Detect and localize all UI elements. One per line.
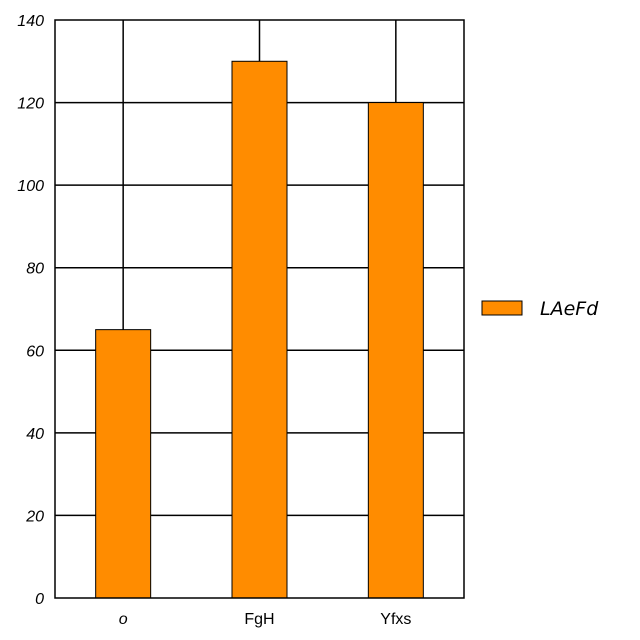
x-tick-label: o: [119, 611, 128, 628]
bar-FgH: [231, 60, 288, 599]
y-tick-label: 100: [17, 178, 44, 195]
bar-Yfxs: [367, 102, 424, 599]
y-axis-tick-labels: 0 20 40 60 80 100 120 140: [17, 13, 44, 608]
y-tick-label: 80: [26, 261, 44, 278]
y-tick-label: 20: [25, 508, 44, 525]
y-tick-label: 40: [26, 426, 44, 443]
x-tick-label: FgH: [244, 611, 274, 628]
y-tick-label: 140: [17, 13, 44, 30]
y-tick-label: 0: [35, 591, 44, 608]
bar-o: [95, 329, 152, 599]
x-axis-tick-labels: o FgH Yfxs: [119, 611, 412, 628]
y-tick-label: 60: [26, 343, 44, 360]
legend: LAeFd: [481, 298, 599, 320]
legend-label: LAeFd: [540, 298, 599, 320]
legend-swatch: [481, 300, 523, 316]
bars: [95, 60, 424, 599]
y-tick-label: 120: [17, 96, 44, 113]
x-tick-label: Yfxs: [380, 611, 411, 628]
plot-area-frame: [54, 19, 465, 599]
